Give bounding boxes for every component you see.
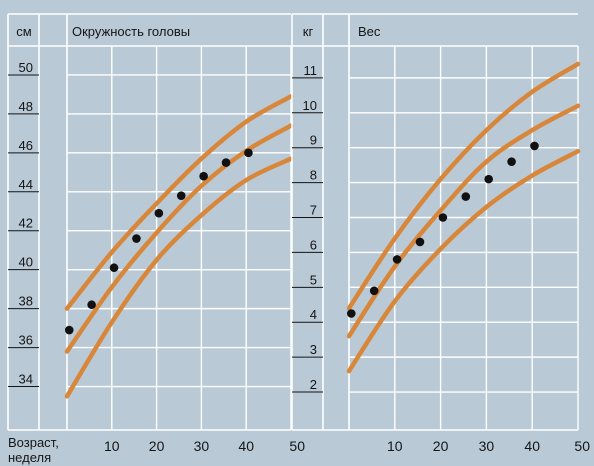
weight-data-point bbox=[484, 174, 493, 184]
weight-x-tick-label: 20 bbox=[433, 438, 449, 454]
weight-y-tick-label: 4 bbox=[310, 307, 317, 322]
head-data-point bbox=[221, 158, 231, 167]
head-y-tick-label: 48 bbox=[19, 99, 33, 114]
head-unit-label: см bbox=[16, 24, 32, 39]
weight-y-tick-label: 8 bbox=[310, 168, 317, 183]
head-reference-curve bbox=[64, 94, 294, 311]
head-data-point bbox=[109, 263, 119, 273]
weight-reference-curves bbox=[346, 61, 581, 374]
weight-y-tick-label: 2 bbox=[310, 377, 317, 392]
weight-y-tick-label: 3 bbox=[310, 342, 317, 357]
head-data-points bbox=[64, 148, 253, 335]
weight-data-points bbox=[346, 141, 539, 318]
head-data-point bbox=[176, 191, 186, 200]
x-axis-label-unit: неделя bbox=[8, 450, 51, 465]
weight-data-point bbox=[415, 237, 425, 247]
head-y-tick-label: 50 bbox=[19, 60, 33, 75]
head-y-tick-label: 44 bbox=[19, 177, 33, 192]
head-x-tick-label: 20 bbox=[149, 438, 165, 454]
head-y-tick-label: 46 bbox=[19, 138, 33, 153]
head-data-point bbox=[87, 300, 96, 310]
weight-chart-title: Вес bbox=[358, 24, 381, 39]
head-x-ticks: 10 20 30 40 50 bbox=[104, 438, 305, 454]
head-y-tick-label: 34 bbox=[19, 372, 33, 387]
weight-y-tick-label: 5 bbox=[310, 272, 317, 287]
head-circumference-chart: см Окружность головы 34 36 38 40 42 44 46 48 50 bbox=[7, 13, 294, 431]
weight-x-tick-label: 50 bbox=[574, 438, 590, 454]
weight-unit-label: кг bbox=[303, 24, 314, 39]
weight-data-point bbox=[461, 192, 471, 201]
weight-grid bbox=[291, 13, 579, 431]
weight-data-point bbox=[346, 309, 356, 318]
head-y-ticks: 34 36 38 40 42 44 46 48 50 bbox=[8, 60, 39, 388]
head-data-point bbox=[244, 148, 253, 158]
weight-y-tick-label: 6 bbox=[310, 237, 317, 252]
head-chart-title: Окружность головы bbox=[72, 24, 190, 39]
weight-y-tick-label: 7 bbox=[310, 203, 317, 218]
weight-data-point bbox=[507, 157, 516, 166]
head-y-tick-label: 42 bbox=[19, 216, 33, 231]
head-data-point bbox=[132, 234, 141, 243]
weight-data-point bbox=[438, 213, 448, 222]
head-x-tick-label: 10 bbox=[104, 438, 120, 454]
x-axis-label-age: Возраст, bbox=[8, 435, 59, 450]
weight-x-tick-label: 10 bbox=[387, 438, 403, 454]
weight-reference-curve bbox=[346, 103, 581, 339]
weight-data-point bbox=[392, 255, 402, 264]
weight-y-tick-label: 11 bbox=[304, 63, 318, 78]
weight-reference-curve bbox=[346, 61, 581, 311]
weight-data-point bbox=[369, 286, 379, 296]
weight-y-tick-label: 9 bbox=[310, 133, 317, 148]
head-y-tick-label: 40 bbox=[19, 255, 33, 270]
weight-x-tick-label: 30 bbox=[479, 438, 495, 454]
weight-y-tick-label: 10 bbox=[303, 98, 317, 113]
weight-y-ticks: 2 3 4 5 6 7 8 9 10 11 bbox=[292, 63, 323, 393]
head-y-tick-label: 36 bbox=[19, 333, 33, 348]
weight-x-ticks: 10 20 30 40 50 bbox=[387, 438, 590, 454]
weight-data-point bbox=[530, 141, 539, 151]
head-grid bbox=[7, 13, 292, 431]
head-data-point bbox=[154, 208, 164, 218]
head-data-point bbox=[199, 171, 208, 181]
head-reference-curve bbox=[64, 156, 294, 399]
head-x-tick-label: 50 bbox=[289, 438, 305, 454]
weight-x-tick-label: 40 bbox=[524, 438, 540, 454]
weight-chart: кг Вес 2 3 4 5 6 7 8 9 10 11 bbox=[291, 13, 581, 431]
head-data-point bbox=[64, 325, 74, 335]
head-x-tick-label: 30 bbox=[194, 438, 210, 454]
weight-reference-curve bbox=[346, 148, 581, 374]
head-x-tick-label: 40 bbox=[238, 438, 254, 454]
head-y-tick-label: 38 bbox=[19, 294, 33, 309]
